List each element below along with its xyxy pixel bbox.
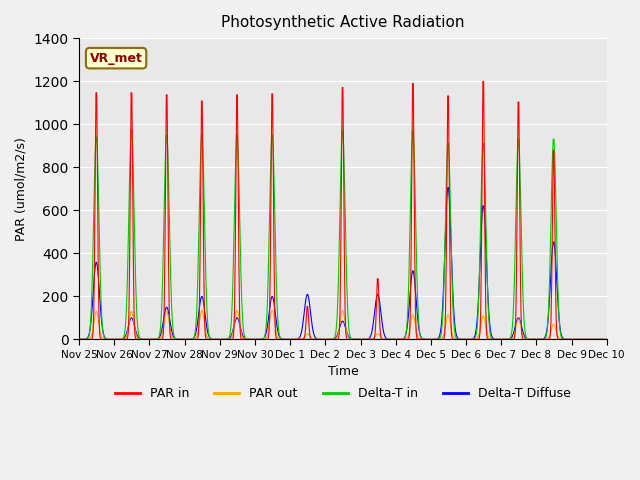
Text: VR_met: VR_met xyxy=(90,52,143,65)
Legend: PAR in, PAR out, Delta-T in, Delta-T Diffuse: PAR in, PAR out, Delta-T in, Delta-T Dif… xyxy=(110,383,576,406)
X-axis label: Time: Time xyxy=(328,365,358,378)
Y-axis label: PAR (umol/m2/s): PAR (umol/m2/s) xyxy=(15,137,28,240)
Title: Photosynthetic Active Radiation: Photosynthetic Active Radiation xyxy=(221,15,465,30)
